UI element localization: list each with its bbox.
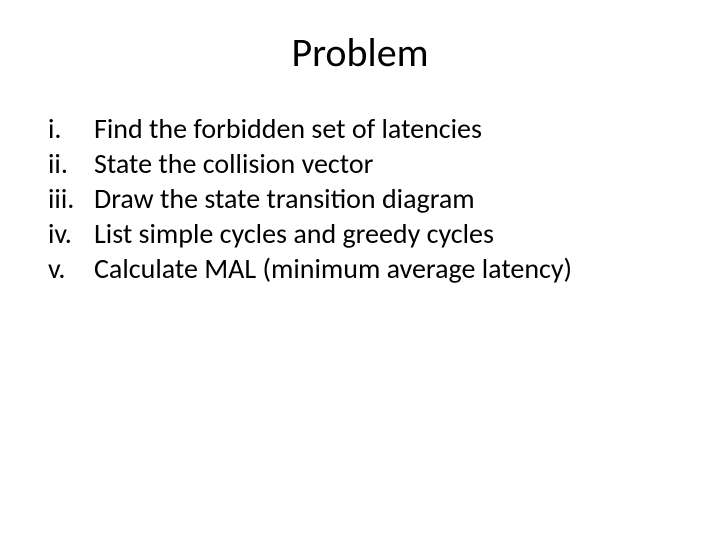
- slide-title: Problem: [44, 28, 676, 77]
- list-text: Draw the state transition diagram: [94, 181, 572, 216]
- list-item: v. Calculate MAL (minimum average latenc…: [48, 251, 572, 286]
- list-item: ii. State the collision vector: [48, 146, 572, 181]
- list-text: List simple cycles and greedy cycles: [94, 216, 572, 251]
- ordered-list: i. Find the forbidden set of latencies i…: [48, 111, 572, 286]
- list-marker: v.: [48, 251, 94, 286]
- list-marker: iii.: [48, 181, 94, 216]
- list-text: Calculate MAL (minimum average latency): [94, 251, 572, 286]
- list-marker: ii.: [48, 146, 94, 181]
- list-item: iv. List simple cycles and greedy cycles: [48, 216, 572, 251]
- list-marker: i.: [48, 111, 94, 146]
- list-text: Find the forbidden set of latencies: [94, 111, 572, 146]
- list-item: i. Find the forbidden set of latencies: [48, 111, 572, 146]
- list-item: iii. Draw the state transition diagram: [48, 181, 572, 216]
- list-text: State the collision vector: [94, 146, 572, 181]
- list-marker: iv.: [48, 216, 94, 251]
- slide: Problem i. Find the forbidden set of lat…: [0, 0, 720, 540]
